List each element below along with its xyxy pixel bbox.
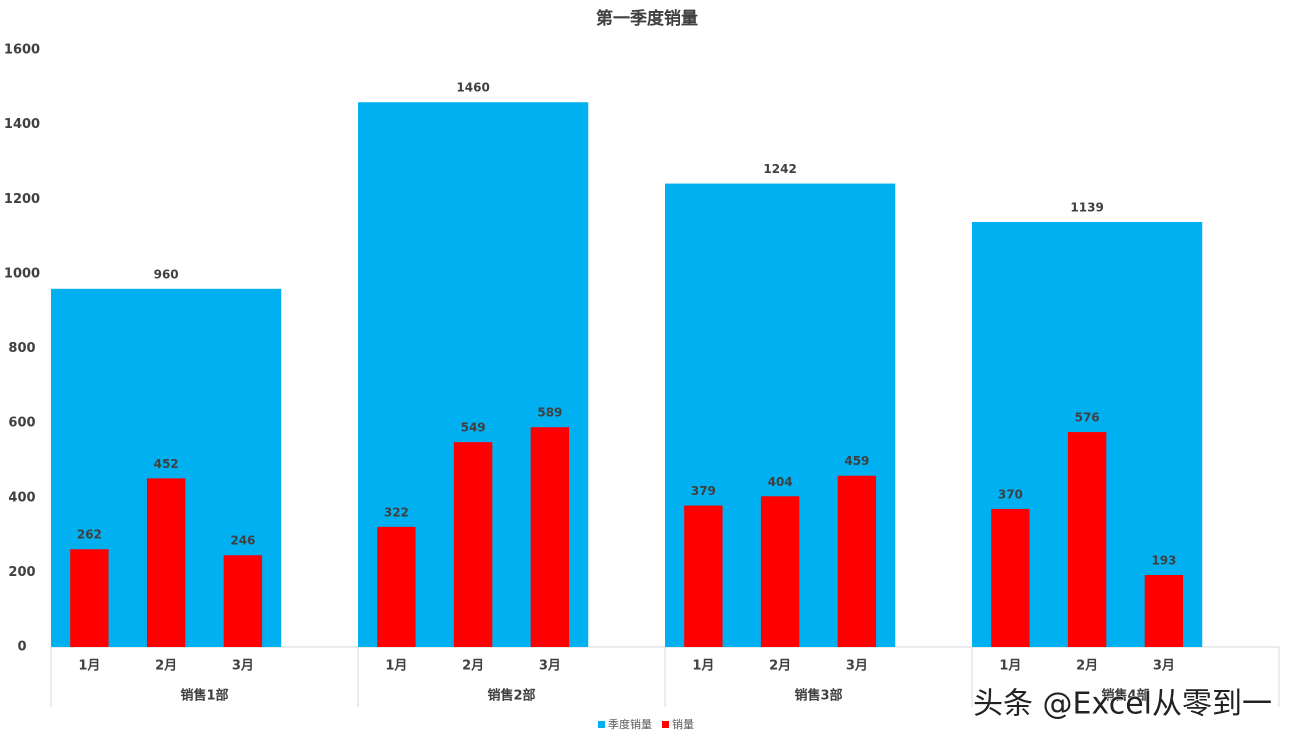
bar (146, 478, 186, 647)
y-tick-label: 1000 (4, 266, 40, 281)
legend-label: 季度销量 (608, 717, 652, 731)
data-label: 379 (691, 484, 716, 498)
data-label: 459 (844, 454, 869, 468)
y-tick-label: 400 (8, 490, 35, 505)
data-label: 589 (537, 406, 562, 420)
bar (70, 549, 109, 647)
chart-title: 第一季度销量 (596, 8, 698, 29)
data-label: 246 (230, 534, 255, 548)
data-label: 262 (77, 528, 102, 542)
legend-swatch (598, 721, 605, 728)
data-label: 404 (768, 475, 793, 489)
bar (1067, 432, 1107, 647)
x-tick-label: 3月 (846, 659, 868, 674)
y-tick-label: 1600 (4, 43, 40, 58)
data-label: 370 (998, 487, 1023, 501)
data-label: 960 (154, 267, 179, 281)
y-tick-label: 600 (8, 416, 35, 431)
y-tick-label: 0 (17, 640, 26, 655)
x-tick-label: 2月 (155, 659, 177, 674)
group-label: 销售4部 (1101, 688, 1149, 704)
x-tick-label: 1月 (999, 659, 1021, 674)
x-tick-label: 3月 (539, 659, 561, 674)
x-tick-label: 3月 (232, 659, 254, 674)
bar (991, 508, 1030, 647)
watermark: 头条 @Excel从零到一 (973, 687, 1272, 722)
data-label: 1139 (1070, 201, 1103, 215)
bar (453, 442, 493, 647)
x-tick-label: 2月 (462, 659, 484, 674)
x-tick-label: 2月 (1076, 659, 1098, 674)
data-label: 576 (1075, 411, 1100, 425)
bar (530, 427, 570, 647)
y-tick-label: 200 (8, 565, 35, 580)
x-tick-label: 1月 (692, 659, 714, 674)
data-label: 1242 (763, 162, 796, 176)
data-label: 549 (461, 421, 486, 435)
x-tick-label: 1月 (78, 659, 100, 674)
x-tick-label: 1月 (385, 659, 407, 674)
group-label: 销售1部 (180, 688, 228, 704)
bar (377, 526, 416, 647)
bar (1144, 574, 1184, 647)
y-tick-label: 800 (8, 341, 35, 356)
group-label: 销售3部 (794, 688, 842, 704)
data-label: 1460 (456, 81, 489, 95)
group-label: 销售2部 (487, 688, 535, 704)
legend-label: 销量 (672, 717, 694, 731)
legend-swatch (662, 721, 669, 728)
y-tick-label: 1200 (4, 192, 40, 207)
bar (223, 555, 263, 647)
data-label: 322 (384, 505, 409, 519)
data-label: 452 (154, 457, 179, 471)
y-tick-label: 1400 (4, 117, 40, 132)
x-tick-label: 3月 (1153, 659, 1175, 674)
bar (837, 475, 877, 647)
x-tick-label: 2月 (769, 659, 791, 674)
data-label: 193 (1151, 553, 1176, 567)
bar (684, 505, 723, 647)
bar (760, 496, 800, 647)
